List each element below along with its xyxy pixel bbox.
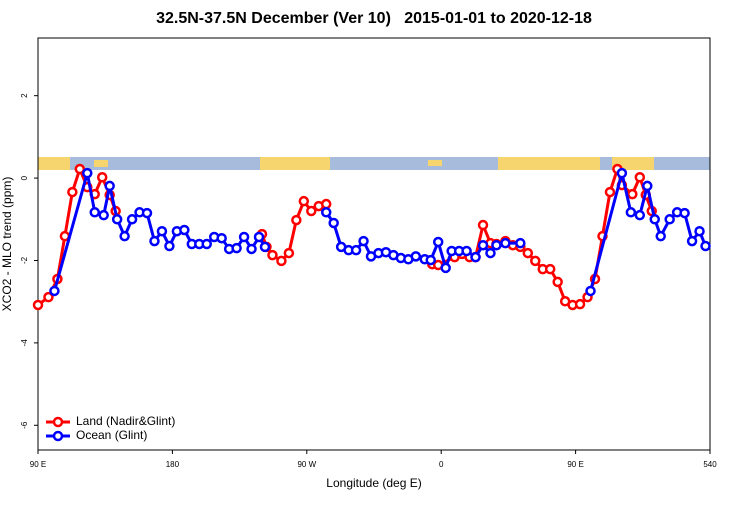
point bbox=[111, 214, 123, 225]
point bbox=[32, 299, 44, 311]
point bbox=[216, 232, 227, 244]
point bbox=[515, 237, 526, 249]
point bbox=[500, 237, 511, 249]
land-patch bbox=[260, 157, 330, 170]
point bbox=[627, 188, 638, 200]
point bbox=[320, 207, 332, 218]
legend-label: Ocean (Glint) bbox=[76, 428, 147, 442]
point bbox=[425, 254, 436, 266]
x-tick-label: 540 bbox=[703, 460, 717, 469]
point bbox=[276, 255, 287, 267]
y-tick-label: -6 bbox=[20, 421, 29, 429]
point bbox=[604, 186, 616, 198]
x-tick-label: 90 E bbox=[567, 460, 583, 469]
point bbox=[179, 224, 190, 236]
land-patch bbox=[612, 157, 654, 170]
land-patch bbox=[94, 160, 108, 167]
land-patch bbox=[38, 157, 70, 170]
legend-marker bbox=[52, 430, 64, 442]
point bbox=[432, 236, 444, 248]
point bbox=[477, 219, 489, 231]
point bbox=[164, 240, 175, 252]
y-tick-label: -2 bbox=[20, 256, 29, 264]
map-band bbox=[38, 157, 710, 170]
point bbox=[634, 172, 646, 183]
point bbox=[96, 172, 108, 183]
point bbox=[485, 247, 496, 259]
point bbox=[104, 180, 115, 192]
point bbox=[358, 235, 369, 247]
point bbox=[694, 225, 705, 237]
point bbox=[530, 255, 541, 267]
point bbox=[149, 235, 160, 247]
point bbox=[574, 298, 586, 310]
point bbox=[74, 163, 86, 175]
point bbox=[238, 231, 250, 243]
x-tick-label: 0 bbox=[439, 460, 444, 469]
point bbox=[43, 291, 54, 303]
point bbox=[49, 285, 60, 297]
point bbox=[686, 235, 698, 247]
point bbox=[267, 249, 278, 261]
x-tick-label: 90 E bbox=[30, 460, 46, 469]
point bbox=[201, 238, 212, 250]
y-axis-label: XCO2 - MLO trend (ppm) bbox=[0, 177, 14, 312]
land-patch bbox=[428, 160, 442, 166]
ocean-band bbox=[38, 157, 710, 170]
point bbox=[642, 180, 653, 192]
point bbox=[259, 241, 271, 253]
point bbox=[410, 251, 422, 262]
x-tick-label: 180 bbox=[166, 460, 180, 469]
point bbox=[298, 195, 310, 207]
point bbox=[522, 247, 534, 259]
point bbox=[491, 239, 502, 251]
point bbox=[461, 245, 472, 257]
point bbox=[253, 231, 265, 243]
point bbox=[291, 214, 302, 226]
land-patch bbox=[498, 157, 600, 170]
point bbox=[82, 167, 93, 179]
point bbox=[320, 198, 332, 210]
point bbox=[664, 214, 675, 225]
chart-title: 32.5N-37.5N December (Ver 10) 2015-01-01… bbox=[156, 10, 592, 27]
point bbox=[231, 242, 242, 254]
point bbox=[306, 205, 317, 217]
point bbox=[649, 214, 660, 225]
x-axis-label: Longitude (deg E) bbox=[326, 476, 421, 490]
legend-label: Land (Nadir&Glint) bbox=[76, 414, 175, 428]
y-tick-label: 0 bbox=[20, 175, 29, 180]
point bbox=[679, 207, 690, 219]
point bbox=[655, 230, 666, 242]
x-tick-label: 90 W bbox=[297, 460, 316, 469]
point bbox=[119, 230, 130, 242]
point bbox=[141, 207, 153, 219]
point bbox=[89, 207, 100, 218]
point bbox=[470, 251, 481, 263]
plot-frame bbox=[37, 37, 711, 451]
point bbox=[328, 217, 339, 229]
point bbox=[67, 186, 78, 198]
point bbox=[98, 209, 109, 221]
point bbox=[552, 276, 563, 288]
legend-marker bbox=[52, 416, 64, 428]
point bbox=[440, 262, 451, 274]
point bbox=[616, 167, 628, 179]
point bbox=[544, 263, 556, 275]
point bbox=[156, 225, 168, 237]
point bbox=[585, 285, 596, 297]
point bbox=[700, 240, 711, 252]
point bbox=[634, 209, 646, 221]
y-tick-label: 2 bbox=[20, 93, 29, 98]
point bbox=[477, 239, 489, 251]
y-tick-label: -4 bbox=[20, 339, 29, 347]
point bbox=[350, 244, 362, 256]
point bbox=[246, 243, 257, 255]
point bbox=[283, 247, 295, 259]
point bbox=[625, 207, 637, 218]
point bbox=[126, 214, 138, 225]
